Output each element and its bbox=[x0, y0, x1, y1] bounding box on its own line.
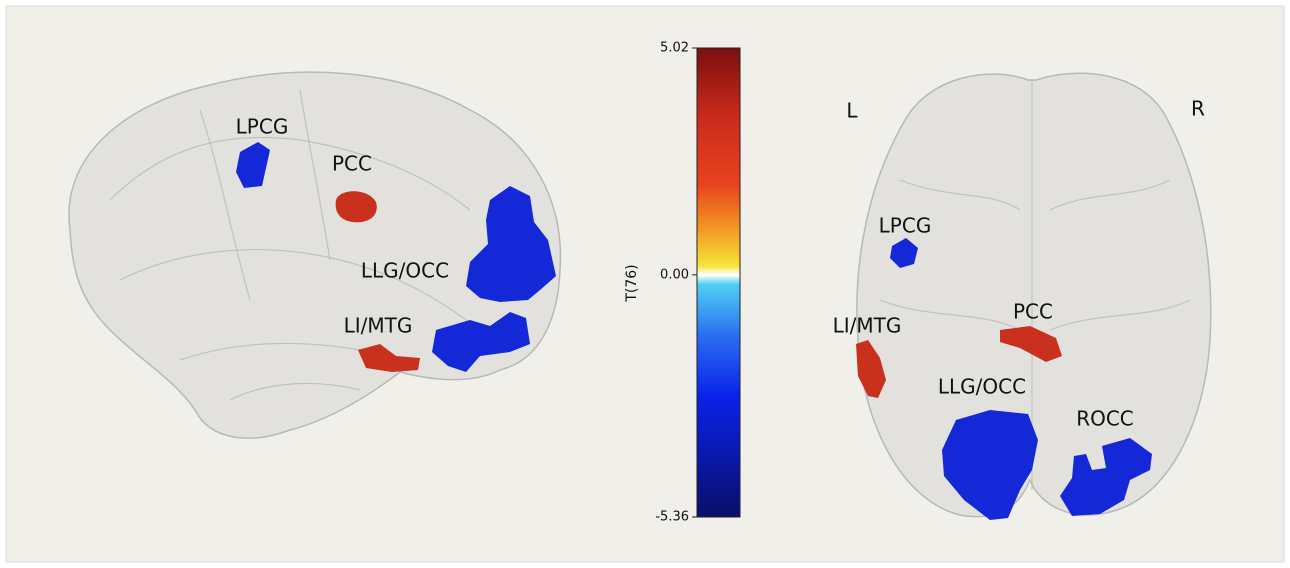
colorbar-label: T(76) bbox=[624, 264, 640, 302]
region-label: LI/MTG bbox=[833, 314, 902, 338]
colorbar-tick-label: -5.36 bbox=[655, 510, 689, 525]
region-label: LPCG bbox=[236, 115, 289, 139]
region-label: LPCG bbox=[879, 214, 932, 238]
region-label: PCC bbox=[1013, 300, 1053, 324]
region-label: LI/MTG bbox=[344, 314, 413, 338]
region-label: ROCC bbox=[1076, 407, 1134, 431]
colorbar bbox=[697, 48, 740, 517]
figure: LPCG PCC LLG/OCC LI/MTG L R LPCG LI/MTG … bbox=[0, 0, 1290, 568]
orientation-label: R bbox=[1191, 97, 1205, 121]
region-label: LLG/OCC bbox=[938, 375, 1026, 399]
orientation-label: L bbox=[846, 99, 858, 123]
region-label: LLG/OCC bbox=[361, 259, 449, 283]
region-label: PCC bbox=[332, 152, 372, 176]
colorbar-tick-label: 5.02 bbox=[660, 41, 689, 56]
colorbar-tick-label: 0.00 bbox=[660, 267, 689, 282]
